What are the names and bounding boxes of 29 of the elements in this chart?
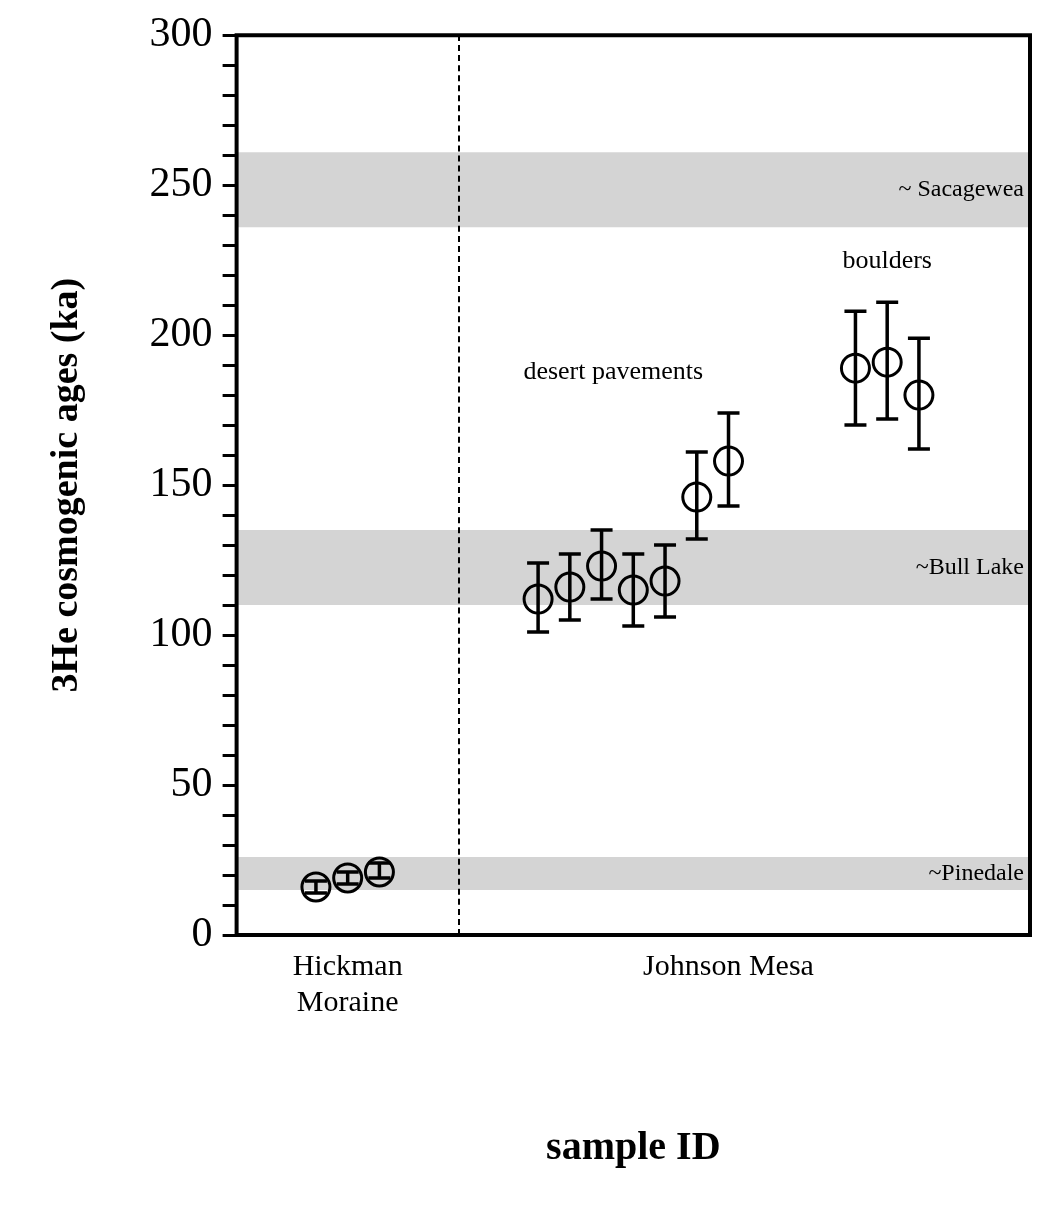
point [586,550,618,582]
y-tick-label: 250 [149,159,213,206]
y-tick-label: 50 [170,759,213,806]
point [903,379,935,411]
x-tick-label: Hickman Moraine [292,947,403,1017]
point [363,856,395,888]
band-label: ~ Sacagewea [898,174,1025,201]
point [649,565,681,597]
y-axis-title: 3He cosmogenic ages (ka) [42,277,86,693]
point [839,352,871,384]
point [554,571,586,603]
point [713,445,745,477]
point [300,871,332,903]
x-tick-label: Johnson Mesa [643,947,814,981]
band-label: ~Bull Lake [915,552,1024,579]
point [617,574,649,606]
point [681,481,713,513]
y-tick-label: 300 [149,9,213,56]
annotation: boulders [842,244,932,274]
y-tick-label: 200 [149,309,213,356]
point [871,346,903,378]
point [522,583,554,615]
band-label: ~Pinedale [928,858,1024,885]
y-tick-label: 100 [149,609,213,656]
point [332,862,364,894]
x-axis-title: sample ID [546,1123,721,1169]
y-tick-label: 0 [191,909,213,956]
y-tick-label: 150 [149,459,213,506]
annotation: desert pavements [523,355,704,385]
